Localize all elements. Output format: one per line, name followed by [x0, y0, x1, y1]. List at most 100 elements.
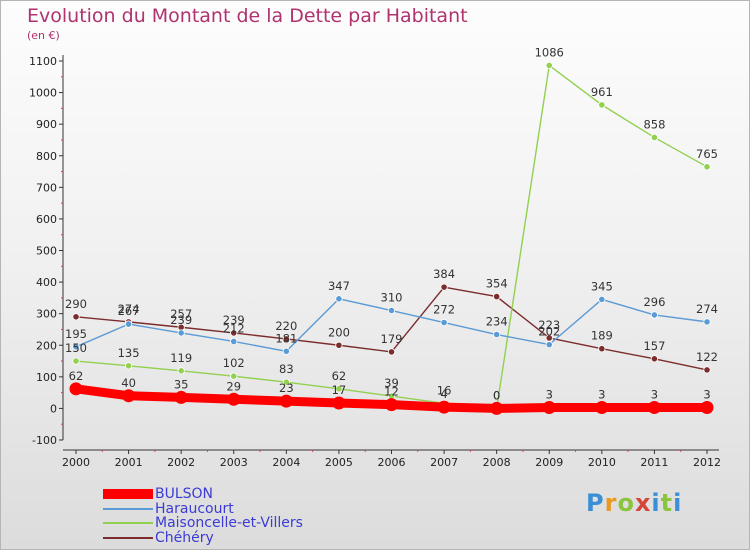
data-label: 354	[486, 277, 508, 291]
data-label: 3	[651, 387, 658, 401]
logo-letter: P	[586, 489, 605, 517]
data-point	[282, 335, 290, 343]
data-point	[650, 311, 659, 319]
x-tick-label: 2005	[325, 456, 353, 469]
data-point	[279, 394, 293, 408]
legend-label: BULSON	[155, 486, 214, 502]
x-tick-label: 2012	[693, 456, 721, 469]
y-tick-label: -100	[32, 434, 57, 447]
data-point	[437, 400, 451, 414]
data-point	[650, 355, 659, 363]
data-point	[387, 306, 396, 315]
data-point	[542, 400, 556, 414]
data-point	[335, 295, 343, 303]
data-point	[598, 345, 606, 353]
proxiti-logo: Proxiti	[586, 489, 682, 517]
data-point	[385, 398, 398, 412]
x-tick-label: 2003	[220, 456, 248, 469]
data-label: 347	[328, 279, 350, 293]
data-point	[282, 347, 290, 355]
data-point	[545, 61, 553, 70]
data-label: 102	[223, 356, 245, 370]
series-lines	[69, 61, 714, 415]
x-tick-label: 2009	[535, 456, 563, 469]
data-label: 296	[643, 295, 665, 309]
x-tick-label: 2008	[483, 456, 511, 469]
x-tick-label: 2002	[167, 456, 195, 469]
data-label: 179	[381, 332, 403, 346]
data-point	[335, 341, 343, 349]
legend-label: Maisoncelle-et-Villers	[155, 515, 303, 531]
data-label: 135	[118, 346, 140, 360]
y-tick-label: 400	[36, 276, 57, 289]
x-tick-label: 2006	[378, 456, 406, 469]
data-point	[703, 318, 711, 326]
data-point	[703, 163, 711, 171]
data-label: 345	[591, 279, 613, 293]
data-label: 1086	[535, 45, 564, 59]
data-label: 200	[328, 325, 350, 339]
y-tick-label: 1100	[29, 55, 57, 68]
data-point	[124, 320, 133, 328]
data-label: 272	[433, 303, 455, 317]
data-point	[227, 392, 241, 406]
data-label: 274	[118, 302, 140, 316]
data-point	[440, 318, 448, 327]
legend-swatch	[103, 536, 153, 539]
chart-title: Evolution du Montant de la Dette par Hab…	[27, 5, 468, 27]
data-label: 310	[381, 291, 403, 305]
y-tick-label: 1000	[29, 87, 57, 100]
data-label: 83	[279, 362, 294, 376]
data-point	[545, 341, 553, 349]
data-label: 62	[332, 369, 347, 383]
data-point	[230, 337, 238, 346]
logo-letter: o	[617, 489, 635, 517]
data-label: 257	[170, 307, 192, 321]
x-tick-label: 2000	[62, 456, 90, 469]
data-label: 961	[591, 85, 613, 99]
data-point	[440, 283, 448, 291]
data-label: 29	[226, 379, 241, 393]
data-label: 119	[170, 351, 192, 365]
data-point	[647, 400, 661, 414]
logo-letter: i	[651, 489, 661, 517]
data-label: 4	[440, 387, 447, 401]
data-label: 39	[384, 376, 399, 390]
data-label: 858	[643, 117, 665, 131]
logo-letter: t	[660, 489, 674, 517]
series-ch-h-ry	[72, 283, 711, 374]
data-labels: 62 40 35 29 23 17 12 4 0 3 3 3 319526723921218134731…	[65, 45, 718, 402]
data-label: 3	[703, 387, 710, 401]
data-point	[124, 362, 133, 370]
axes: -100010020030040050060070080090010001100…	[29, 55, 721, 469]
data-point	[282, 378, 290, 386]
y-tick-label: 800	[36, 150, 57, 163]
y-tick-label: 900	[36, 118, 57, 131]
data-label: 23	[279, 381, 294, 395]
logo-letter: r	[604, 489, 618, 517]
y-tick-label: 0	[50, 402, 57, 415]
data-label: 267	[118, 304, 140, 318]
data-point	[387, 348, 396, 356]
legend-label: Haraucourt	[155, 500, 234, 517]
data-point	[69, 382, 83, 396]
y-tick-label: 700	[36, 181, 57, 194]
x-tick-label: 2010	[588, 456, 616, 469]
series-bulson	[69, 382, 714, 415]
unit-label: (en €)	[27, 29, 60, 42]
data-label: 0	[493, 388, 500, 402]
legend-swatch	[103, 507, 153, 510]
x-tick-label: 2011	[640, 456, 668, 469]
data-point	[177, 329, 185, 337]
y-tick-label: 300	[36, 308, 57, 321]
data-label: 239	[170, 313, 192, 327]
data-point	[700, 400, 714, 414]
data-point	[493, 330, 501, 339]
data-point	[595, 400, 609, 414]
data-label: 150	[65, 341, 87, 355]
x-tick-label: 2007	[430, 456, 458, 469]
data-label: 3	[598, 387, 605, 401]
data-label: 62	[69, 369, 84, 383]
